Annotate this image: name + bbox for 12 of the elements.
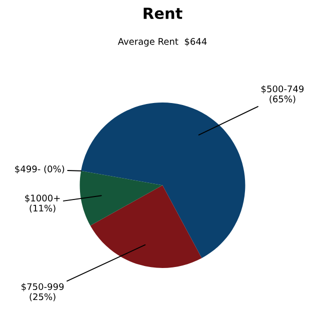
chart-title: Rent bbox=[144, 8, 182, 20]
pie-slice bbox=[90, 185, 202, 268]
data-label: (25%) bbox=[30, 293, 56, 302]
data-label: (65%) bbox=[270, 95, 296, 104]
slice-label: $750-999 bbox=[22, 283, 64, 292]
pie-slice bbox=[80, 170, 162, 226]
chart-subtitle: Average Rent $644 bbox=[118, 38, 207, 47]
pie-slice bbox=[81, 102, 246, 258]
legend-label: $499- (0%) bbox=[15, 165, 64, 174]
slice-label: $1000+ bbox=[25, 194, 60, 203]
slice-label: $500-749 bbox=[261, 85, 304, 94]
data-label: (11%) bbox=[30, 204, 56, 213]
